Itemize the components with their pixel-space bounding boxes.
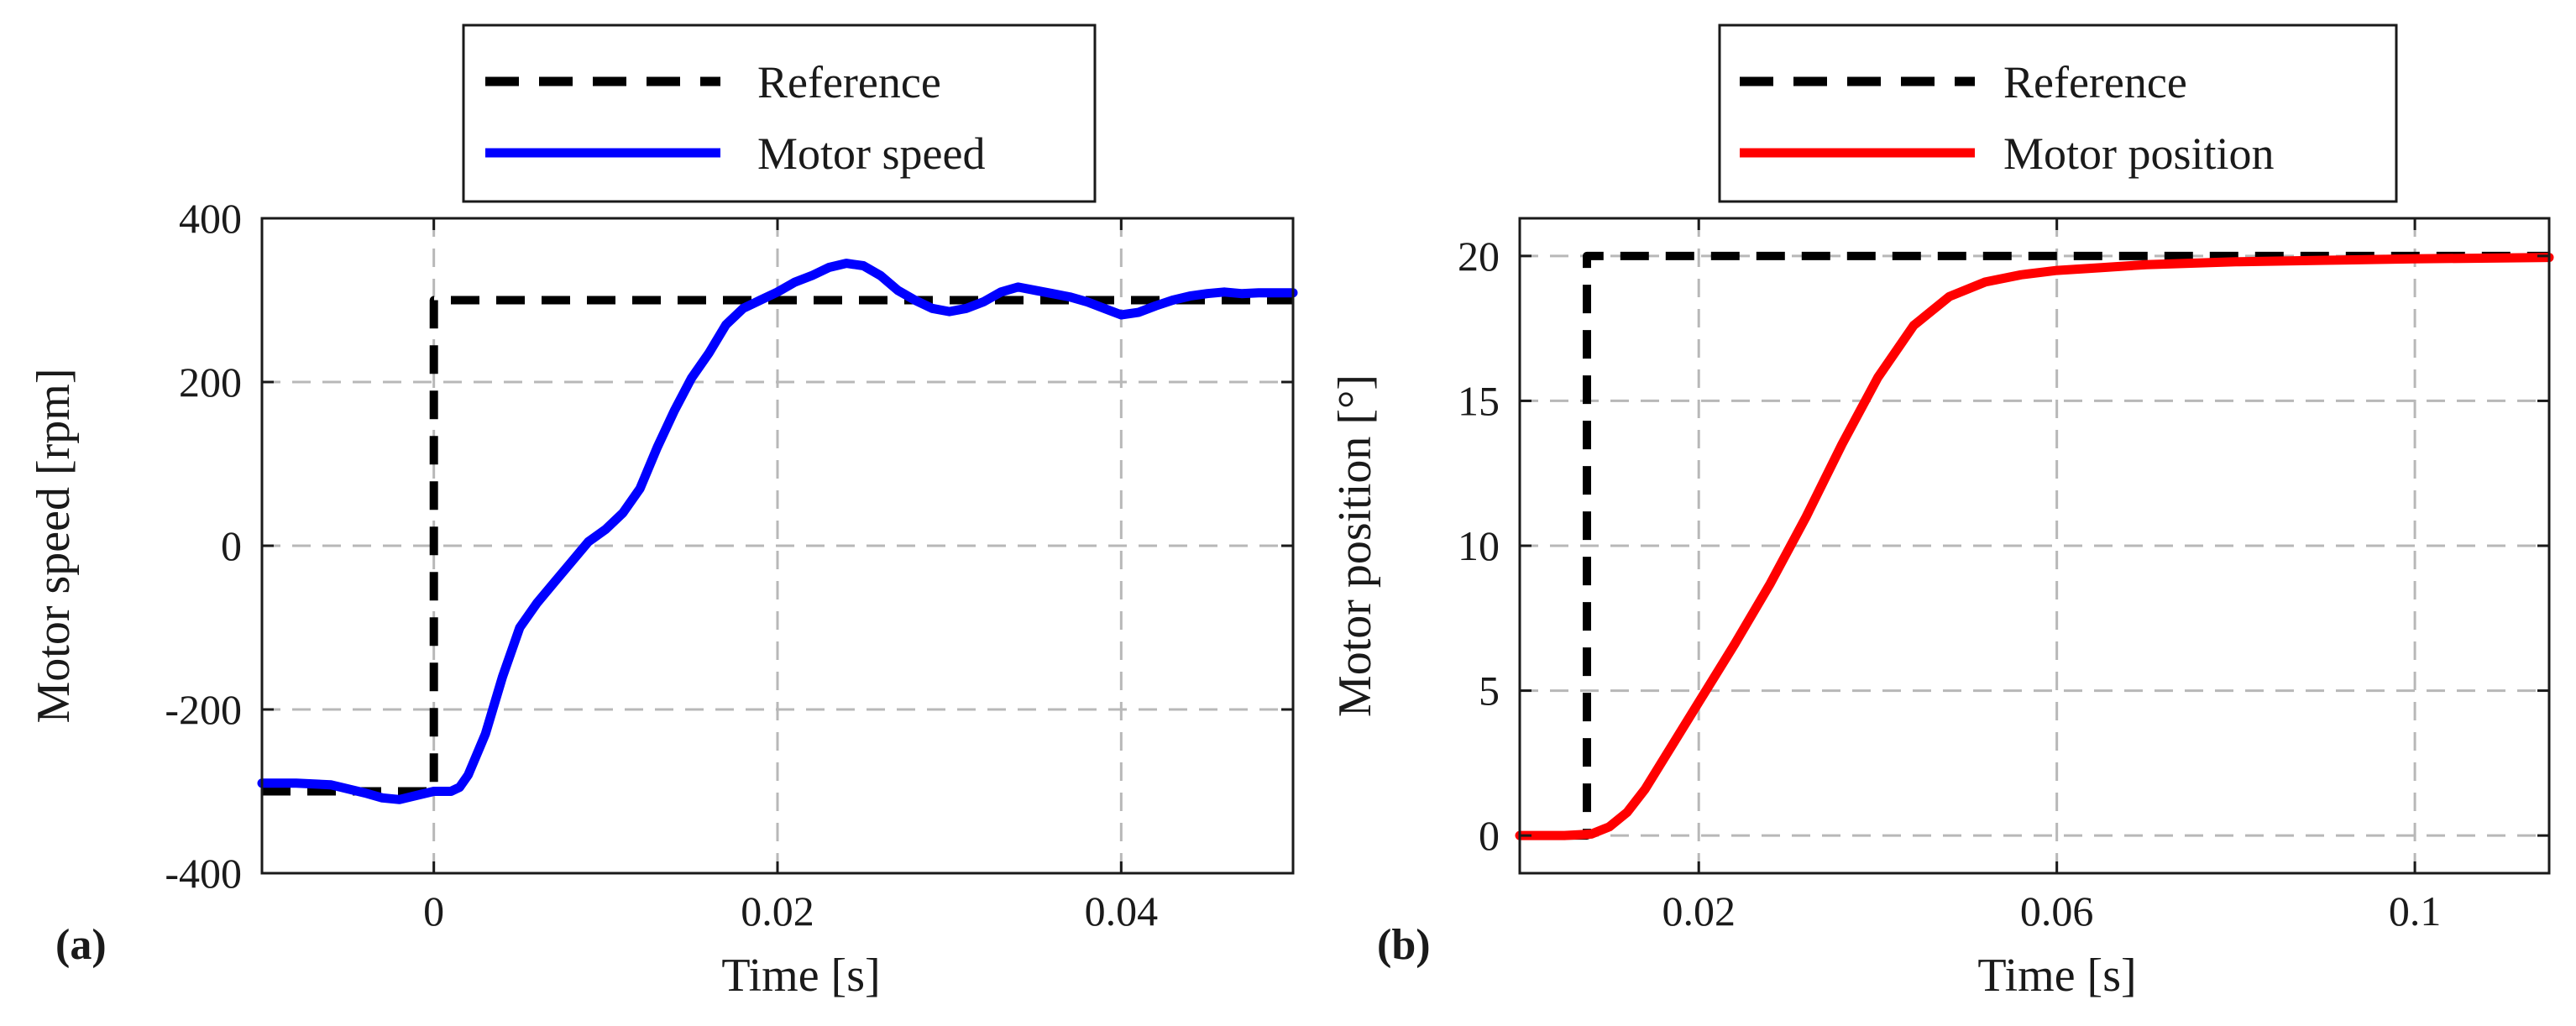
panel-b-ticks — [1520, 218, 2549, 873]
panel-a-series — [257, 259, 1298, 804]
panel-a-xtick-label: 0.02 — [741, 887, 814, 934]
panel-b: 0.02 0.06 0.1 0 5 10 15 20 Time [s] Motor posit… — [1329, 24, 2554, 1002]
panel-b-ytick-label: 0 — [1479, 812, 1500, 859]
panel-a-ytick-label: 0 — [221, 522, 242, 569]
panel-a-ytick-label: -400 — [165, 850, 242, 897]
panel-a-ytick-label: -200 — [165, 686, 242, 733]
panel-a-ylabel: Motor speed [rpm] — [28, 368, 80, 723]
panel-b-legend-box — [1718, 24, 2398, 203]
panel-a-legend-reference-label: Reference — [757, 57, 941, 107]
panel-a-ticks — [262, 217, 1293, 875]
panel-a-legend-motor-label: Motor speed — [757, 128, 985, 179]
panel-a-xtick-label: 0 — [423, 887, 444, 934]
panel-b-legend-reference-label: Reference — [2003, 57, 2187, 107]
panel-b-series — [1515, 251, 2554, 840]
panel-b-tick-labels: 0.02 0.06 0.1 0 5 10 15 20 — [1458, 233, 2441, 934]
panel-b-ylabel: Motor position [°] — [1329, 374, 1381, 717]
panel-a-label: (a) — [55, 921, 107, 969]
panel-b-label: (b) — [1377, 921, 1431, 969]
panel-a-legend: Reference Motor speed — [462, 24, 1097, 203]
panel-b-legend-motor-label: Motor position — [2003, 128, 2275, 179]
panel-b-series-motor-line — [1515, 253, 2554, 840]
panel-b-xlabel: Time [s] — [1977, 950, 2136, 1002]
panel-a-series-reference-line — [262, 296, 1293, 796]
panel-a-tick-labels: 0 0.02 0.04 -400 -200 0 200 400 — [165, 195, 1158, 934]
panel-b-ytick-label: 10 — [1458, 522, 1500, 569]
panel-b-xtick-label: 0.02 — [1662, 887, 1736, 934]
panel-a-ytick-label: 400 — [179, 195, 242, 242]
panel-a-ytick-label: 200 — [179, 359, 242, 406]
panel-a-legend-box — [462, 24, 1097, 203]
panel-b-ytick-label: 15 — [1458, 377, 1500, 424]
panel-b-ytick-label: 5 — [1479, 667, 1500, 715]
panel-a-xtick-label: 0.04 — [1085, 887, 1159, 934]
panel-b-ytick-label: 20 — [1458, 233, 1500, 280]
panel-b-grid — [1520, 218, 2549, 873]
panel-b-xtick-label: 0.06 — [2020, 887, 2094, 934]
panel-a-series-motor-line — [257, 259, 1298, 804]
panel-b-legend: Reference Motor position — [1718, 24, 2398, 203]
panel-a-xlabel: Time [s] — [721, 950, 880, 1002]
panel-a: 0 0.02 0.04 -400 -200 0 200 400 Time [s] Motor … — [28, 24, 1298, 1002]
panel-b-xtick-label: 0.1 — [2389, 887, 2442, 934]
